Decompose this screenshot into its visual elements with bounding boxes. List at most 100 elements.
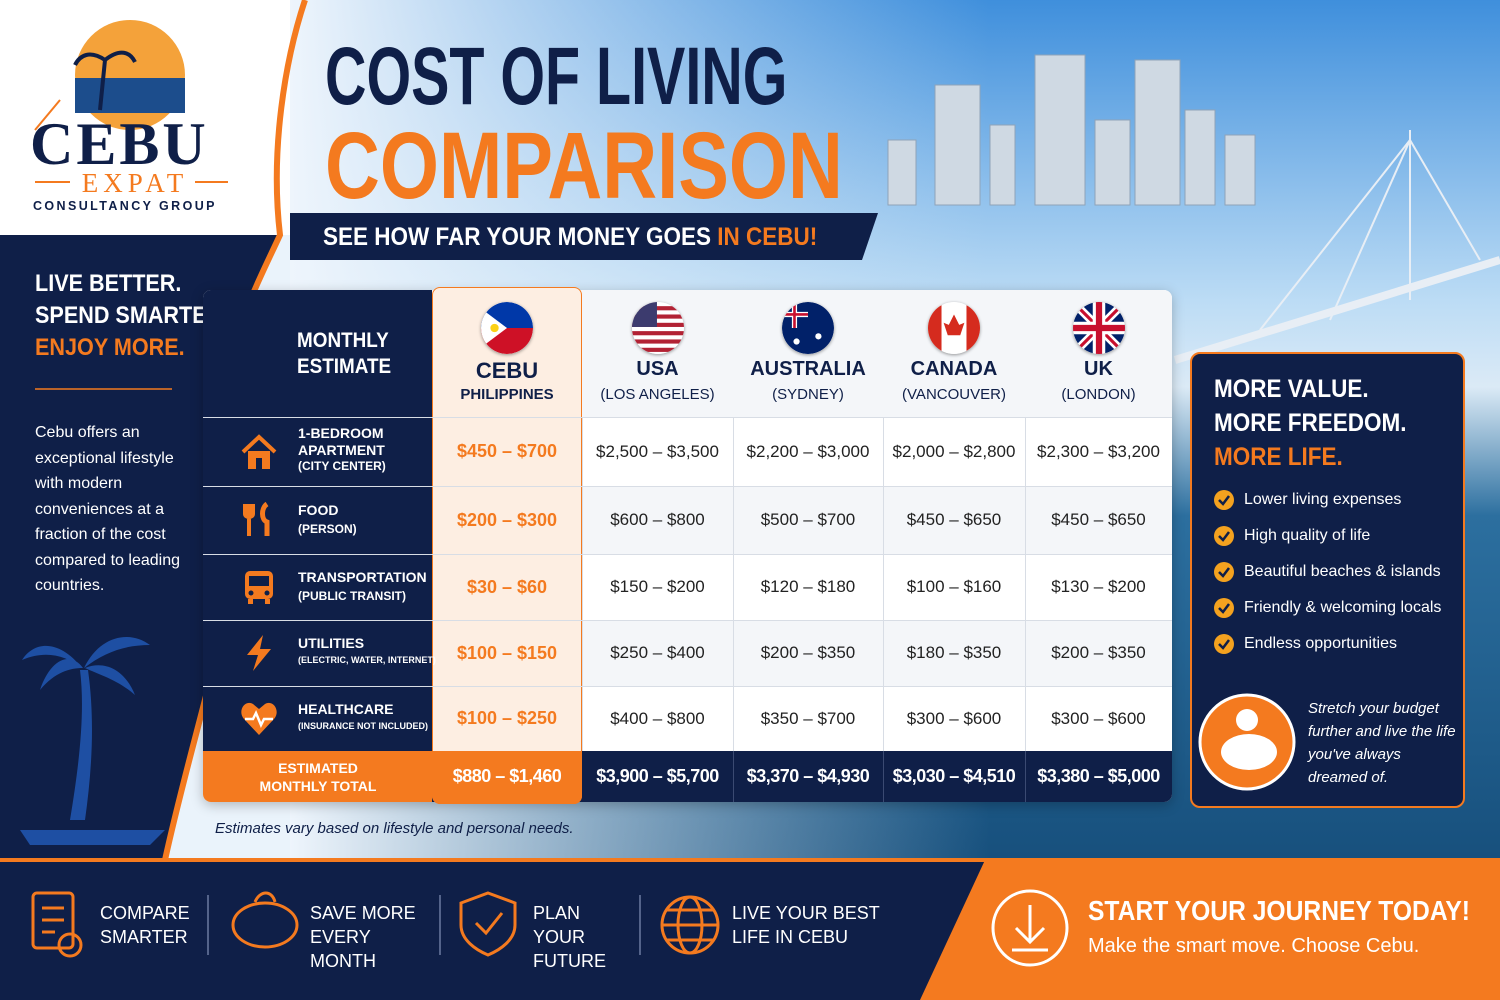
cell: $100 – $160 [906, 577, 1002, 596]
cell: $600 – $800 [610, 510, 705, 529]
cell-bg [883, 487, 1025, 554]
logo-name: CEBU [30, 111, 209, 177]
flag-art [1072, 302, 1125, 354]
cell: $180 – $350 [906, 643, 1002, 662]
cell-bg [733, 555, 883, 620]
skyline [887, 54, 1256, 206]
title-line-2: COMPARISON [325, 113, 843, 219]
bullet: Lower living expenses [1214, 490, 1401, 510]
total-divider [1025, 751, 1026, 802]
row-label: 1-BEDROOM APARTMENT [298, 424, 385, 458]
cell-bg [1025, 487, 1172, 554]
flag-art [631, 302, 684, 354]
footer-item: SAVE MORE EVERY MONTH [310, 903, 416, 971]
cell: $130 – $200 [1051, 577, 1146, 596]
footer-item: COMPARE SMARTER [100, 903, 190, 947]
cell-bg [733, 487, 883, 554]
total-value: $3,370 – $4,930 [746, 766, 870, 786]
cta-bg [920, 860, 1500, 1000]
column-sub: (LOS ANGELES) [600, 386, 715, 403]
cell-bg [883, 687, 1025, 751]
row-divider [203, 554, 1172, 555]
check-art [1214, 562, 1234, 582]
row-icon [239, 699, 279, 739]
icon-art [247, 635, 271, 671]
palm-silhouette [20, 636, 165, 845]
cell-bg [582, 555, 733, 620]
cell-bg [1025, 418, 1172, 486]
logo-palm [73, 50, 137, 111]
cta-sub: Make the smart move. Choose Cebu. [1088, 935, 1420, 957]
cell-bg [582, 487, 733, 554]
flag-art [782, 302, 834, 354]
cell: $400 – $800 [610, 708, 705, 728]
check-icon [1214, 562, 1234, 582]
column-sub: (VANCOUVER) [902, 386, 1006, 403]
cell: $2,300 – $3,200 [1037, 441, 1160, 461]
column-sub: PHILIPPINES [460, 386, 554, 403]
panel-line: MORE VALUE. [1214, 375, 1369, 403]
column-sub: (LONDON) [1061, 386, 1136, 403]
quote: Stretch your budget further and live the… [1308, 700, 1456, 786]
cell: $450 – $650 [1051, 510, 1146, 529]
logo-sub: EXPAT [81, 168, 189, 198]
cell: $2,500 – $3,500 [596, 441, 719, 461]
cell-bg [582, 418, 733, 486]
title-line-1: COST OF LIVING [325, 31, 788, 122]
label-column [203, 290, 432, 751]
download-icon [991, 889, 1069, 967]
footer-icons [31, 891, 720, 958]
sidebar-body: Cebu offers an exceptional lifestyle wit… [35, 424, 180, 594]
cell: $200 – $350 [1051, 643, 1146, 662]
row-icon [239, 432, 279, 472]
cell-bg [883, 621, 1025, 686]
flag [631, 302, 684, 354]
cell: MONTHLY ESTIMATE [297, 328, 392, 378]
bullet-text: Friendly & welcoming locals [1244, 599, 1442, 616]
check-icon [1214, 526, 1234, 546]
flag-art [928, 302, 980, 354]
cell: $120 – $180 [760, 577, 856, 596]
check-art [1214, 598, 1234, 618]
row-divider [203, 417, 1172, 418]
row-divider [203, 486, 1172, 487]
row-icon [239, 633, 279, 673]
total-value: $3,030 – $4,510 [892, 766, 1016, 786]
flag [782, 302, 834, 354]
column-name: USA [636, 358, 679, 380]
bullet: Beautiful beaches & islands [1214, 562, 1441, 582]
flag [928, 302, 980, 354]
logo-rule [34, 99, 61, 131]
cell: $200 – $350 [760, 643, 856, 662]
cell: $450 – $650 [906, 510, 1002, 529]
row-sub: (ELECTRIC, WATER, INTERNET) [298, 655, 436, 665]
cell-bg [733, 687, 883, 751]
row-label: HEALTHCARE [298, 700, 394, 717]
sidebar-highlight: ENJOY MORE. [35, 334, 185, 361]
sidebar-line: LIVE BETTER. [35, 270, 182, 297]
highlight-column [432, 287, 582, 804]
row-sub: (PERSON) [298, 522, 357, 536]
total-label-bg [203, 751, 432, 802]
note: Estimates vary based on lifestyle and pe… [215, 820, 574, 837]
row-divider [203, 620, 1172, 621]
cebu-total-bg [432, 751, 582, 804]
column-name: CANADA [910, 358, 998, 380]
cell: $2,200 – $3,000 [746, 441, 870, 461]
footer-item: PLAN YOUR FUTURE [533, 903, 606, 971]
bullet: Endless opportunities [1214, 634, 1397, 654]
cell-bg [1025, 687, 1172, 751]
cell-bg [1025, 555, 1172, 620]
row-icon [239, 567, 279, 607]
cell: $350 – $700 [760, 708, 856, 728]
bullet-text: Beautiful beaches & islands [1244, 563, 1441, 580]
total-divider [733, 751, 734, 802]
cell: $100 – $150 [456, 642, 558, 663]
total-divider [883, 751, 884, 802]
icon-art [241, 433, 277, 469]
row-divider [203, 686, 1172, 687]
cell: $300 – $600 [906, 708, 1002, 728]
cta-title: START YOUR JOURNEY TODAY! [1088, 895, 1471, 926]
icon-art [243, 501, 270, 536]
